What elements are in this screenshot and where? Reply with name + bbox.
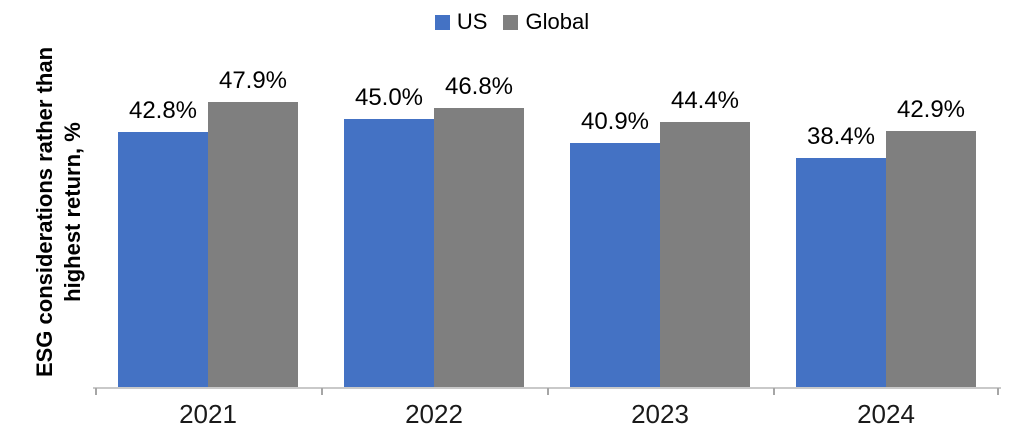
legend-swatch-us: [434, 14, 450, 30]
legend-swatch-global: [503, 14, 519, 30]
x-axis-tick: [321, 388, 323, 395]
x-axis-label-2023: 2023: [631, 399, 689, 429]
x-axis-tick: [547, 388, 549, 395]
value-label-us-2023: 40.9%: [580, 108, 650, 135]
legend-label-us: US: [456, 9, 488, 34]
x-axis-tick: [95, 388, 97, 395]
x-axis-tick: [997, 388, 999, 395]
bar-global-2021: [208, 102, 298, 388]
bar-global-2023: [660, 122, 750, 388]
bar-us-2021: [118, 132, 208, 388]
bar-global-2024: [886, 131, 976, 388]
chart-legend: US Global: [0, 11, 1024, 33]
x-axis-label-2022: 2022: [405, 399, 463, 429]
value-label-us-2022: 45.0%: [354, 84, 424, 111]
bar-us-2024: [796, 158, 886, 388]
value-label-global-2021: 47.9%: [218, 67, 288, 94]
bar-global-2022: [434, 108, 524, 388]
x-axis-label-2021: 2021: [179, 399, 237, 429]
legend-item-us: US: [434, 9, 488, 34]
value-label-global-2022: 46.8%: [444, 73, 514, 100]
legend-label-global: Global: [525, 9, 590, 34]
legend-item-global: Global: [503, 11, 589, 33]
x-axis-label-2024: 2024: [857, 399, 915, 429]
bar-us-2022: [344, 119, 434, 388]
bar-us-2023: [570, 143, 660, 388]
value-label-global-2023: 44.4%: [670, 87, 740, 114]
value-label-us-2021: 42.8%: [128, 97, 198, 124]
value-label-us-2024: 38.4%: [806, 123, 876, 150]
value-label-global-2024: 42.9%: [896, 96, 966, 123]
x-axis-tick: [773, 388, 775, 395]
